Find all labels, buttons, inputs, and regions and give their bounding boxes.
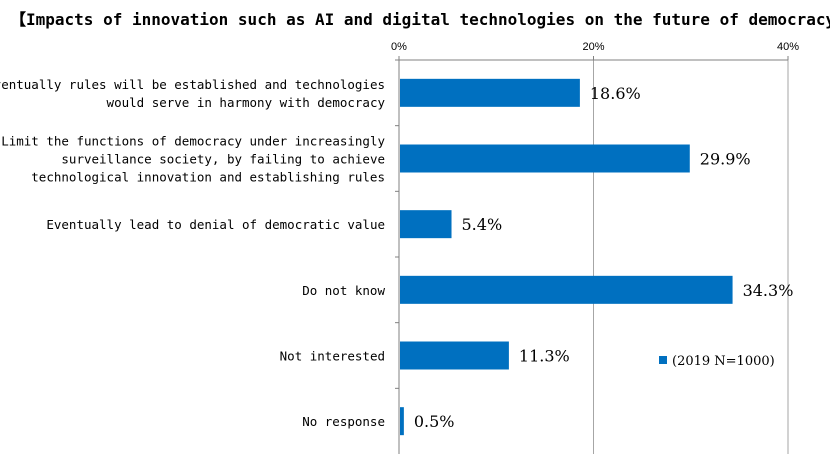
axis-layer: 0% 20% 40% (391, 41, 799, 454)
data-label-3: 34.3% (743, 281, 794, 300)
data-label-5: 0.5% (414, 412, 455, 431)
category-label-line: Limit the functions of democracy under i… (1, 134, 385, 149)
category-label-3: Do not know (302, 283, 385, 298)
tick-label-20: 20% (582, 41, 604, 53)
category-label-line: technological innovation and establishin… (31, 170, 385, 185)
category-label-line: Eventually lead to denial of democratic … (46, 217, 385, 232)
grid-layer (593, 56, 789, 454)
label-layer: Eventually rules will be established and… (0, 77, 793, 431)
data-label-4: 11.3% (519, 347, 570, 366)
legend-swatch (659, 356, 667, 364)
bar-5 (400, 407, 404, 436)
bar-4 (400, 341, 509, 370)
bar-2 (400, 210, 452, 239)
data-label-1: 29.9% (700, 150, 751, 169)
category-label-1: Limit the functions of democracy under i… (1, 134, 385, 185)
data-label-0: 18.6% (590, 84, 641, 103)
bar-3 (400, 275, 733, 304)
category-label-0: Eventually rules will be established and… (0, 77, 385, 110)
legend-label: (2019 N=1000) (672, 354, 775, 369)
bar-1 (400, 144, 690, 173)
category-label-line: Do not know (302, 283, 385, 298)
chart-title: 【Impacts of innovation such as AI and di… (10, 10, 830, 29)
category-label-line: would serve in harmony with democracy (107, 95, 386, 110)
tick-label-0: 0% (391, 41, 407, 53)
category-label-line: Eventually rules will be established and… (0, 77, 385, 92)
category-label-4: Not interested (280, 349, 385, 364)
category-label-line: Not interested (280, 349, 385, 364)
category-label-line: surveillance society, by failing to achi… (61, 152, 385, 167)
category-label-line: No response (302, 414, 385, 429)
category-label-2: Eventually lead to denial of democratic … (46, 217, 385, 232)
category-label-5: No response (302, 414, 385, 429)
tick-label-40: 40% (777, 41, 799, 53)
data-label-2: 5.4% (462, 215, 503, 234)
bar-layer (400, 78, 733, 436)
bar-0 (400, 78, 580, 107)
legend: (2019 N=1000) (659, 354, 775, 369)
